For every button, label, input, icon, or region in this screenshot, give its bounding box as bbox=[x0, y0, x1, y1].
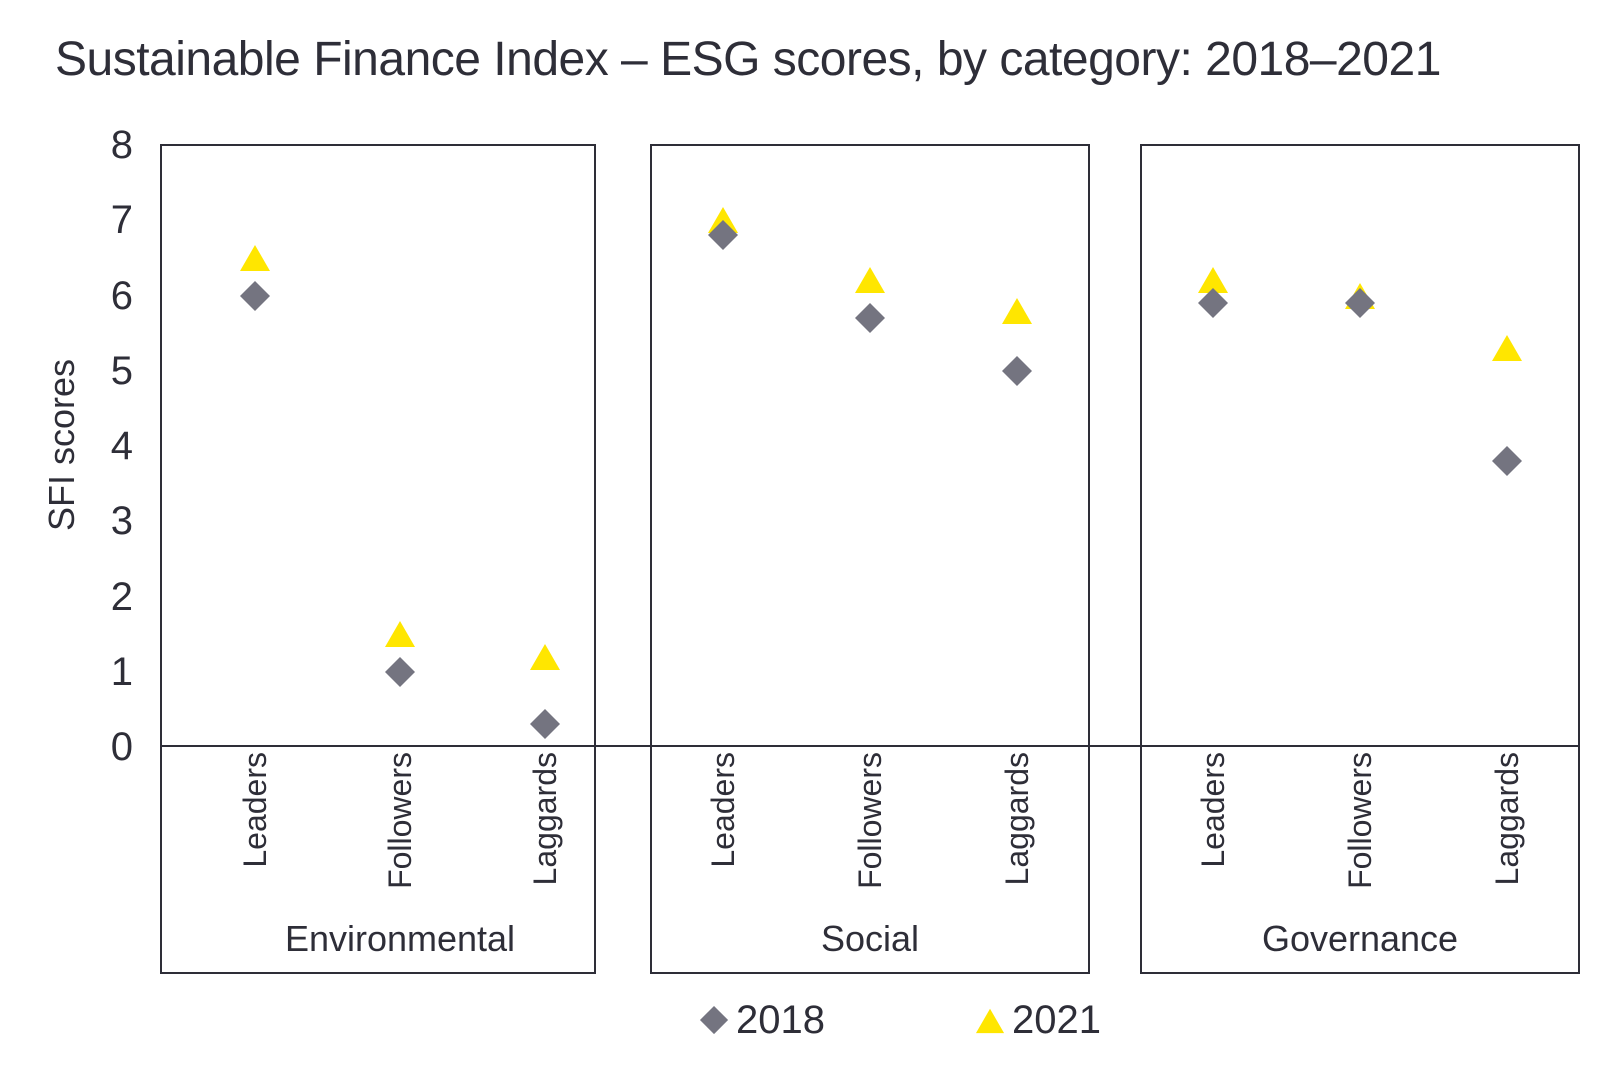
panel-box-environmental bbox=[160, 144, 596, 974]
panel-label-environmental: Environmental bbox=[284, 918, 516, 959]
diamond-icon bbox=[699, 1005, 729, 1035]
y-tick-4: 4 bbox=[110, 424, 133, 468]
marker-2018-governance-laggards bbox=[1491, 446, 1522, 477]
x-tick-leaders-environmental: Leaders bbox=[236, 752, 273, 868]
y-tick-6: 6 bbox=[110, 273, 133, 318]
marker-2018-environmental-leaders bbox=[239, 280, 270, 311]
y-tick-5: 5 bbox=[110, 348, 133, 393]
panel-label-governance: Governance bbox=[1261, 918, 1459, 959]
marker-2021-environmental-followers bbox=[385, 621, 415, 648]
legend: 2018 2021 bbox=[699, 998, 1101, 1042]
y-tick-7: 7 bbox=[110, 198, 133, 243]
x-tick-laggards-social: Laggards bbox=[998, 752, 1035, 886]
marker-2018-governance-followers bbox=[1345, 288, 1375, 319]
legend-item-2018: 2018 bbox=[699, 998, 825, 1042]
legend-label-2018: 2018 bbox=[736, 998, 825, 1042]
y-tick-0: 0 bbox=[110, 725, 133, 769]
x-axis-baseline bbox=[160, 745, 1580, 747]
marker-2018-governance-leaders bbox=[1198, 288, 1229, 319]
y-tick-8: 8 bbox=[110, 123, 133, 167]
x-tick-laggards-governance: Laggards bbox=[1488, 752, 1525, 886]
legend-item-2021: 2021 bbox=[975, 998, 1101, 1042]
y-tick-3: 3 bbox=[110, 499, 133, 544]
y-tick-1: 1 bbox=[110, 649, 133, 694]
marker-2018-environmental-laggards bbox=[530, 709, 561, 740]
x-tick-leaders-social: Leaders bbox=[705, 752, 742, 868]
x-tick-followers-environmental: Followers bbox=[382, 752, 418, 889]
marker-2018-social-leaders bbox=[708, 220, 739, 251]
marker-2018-social-laggards bbox=[1001, 355, 1032, 386]
y-tick-2: 2 bbox=[110, 574, 133, 619]
panel-box-social bbox=[650, 144, 1090, 974]
panel-label-social: Social bbox=[820, 918, 920, 959]
x-tick-followers-governance: Followers bbox=[1342, 752, 1378, 889]
marker-2021-social-leaders bbox=[708, 207, 739, 234]
triangle-icon bbox=[975, 1008, 1005, 1034]
x-tick-leaders-governance: Leaders bbox=[1195, 752, 1232, 868]
marker-2018-environmental-followers bbox=[385, 656, 415, 687]
panel-box-governance bbox=[1140, 144, 1580, 974]
marker-2021-environmental-laggards bbox=[530, 643, 561, 670]
marker-2021-governance-laggards bbox=[1491, 335, 1522, 362]
x-tick-laggards-environmental: Laggards bbox=[527, 752, 564, 886]
chart-title: Sustainable Finance Index – ESG scores, … bbox=[55, 33, 1441, 86]
legend-label-2021: 2021 bbox=[1012, 998, 1101, 1042]
marker-2021-social-laggards bbox=[1001, 297, 1032, 324]
marker-2021-social-followers bbox=[855, 267, 885, 294]
marker-2021-environmental-leaders bbox=[239, 244, 270, 271]
marker-2018-social-followers bbox=[855, 303, 885, 334]
marker-2021-governance-leaders bbox=[1198, 267, 1229, 294]
x-tick-followers-social: Followers bbox=[852, 752, 888, 889]
